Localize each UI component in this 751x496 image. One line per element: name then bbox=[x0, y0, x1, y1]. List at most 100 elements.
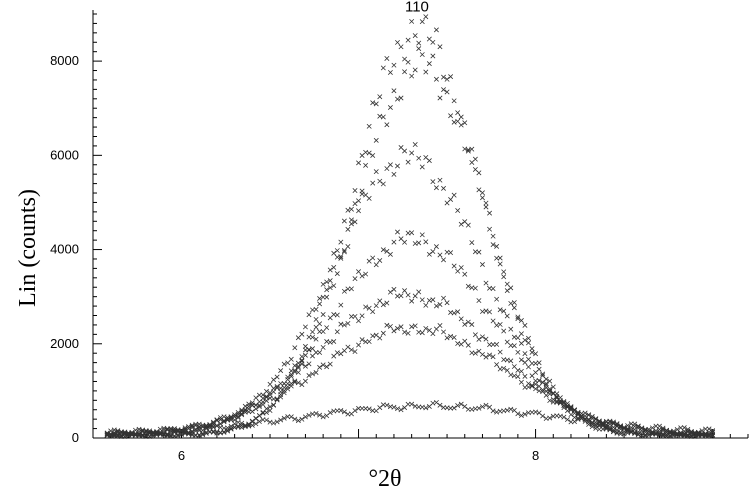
data-point bbox=[508, 406, 514, 412]
data-point bbox=[341, 249, 347, 255]
data-point bbox=[356, 198, 362, 204]
data-point bbox=[402, 69, 408, 75]
data-point bbox=[356, 342, 362, 348]
data-point bbox=[154, 428, 160, 434]
data-point bbox=[310, 329, 315, 335]
data-point bbox=[203, 426, 209, 432]
data-point bbox=[448, 250, 454, 256]
data-point bbox=[462, 338, 468, 344]
data-point bbox=[267, 419, 273, 425]
data-point bbox=[490, 242, 496, 248]
data-point bbox=[494, 296, 500, 302]
data-point bbox=[526, 340, 531, 346]
data-point bbox=[458, 401, 464, 407]
data-point bbox=[384, 55, 390, 61]
data-point bbox=[267, 404, 273, 410]
data-point bbox=[239, 420, 245, 426]
data-point bbox=[409, 73, 415, 79]
data-point bbox=[476, 187, 482, 193]
data-point bbox=[253, 406, 259, 412]
data-point bbox=[412, 33, 418, 39]
data-point bbox=[487, 309, 493, 315]
data-point bbox=[483, 204, 489, 210]
data-point bbox=[465, 283, 471, 289]
data-point bbox=[409, 324, 415, 330]
data-point bbox=[317, 321, 323, 327]
data-point bbox=[582, 410, 588, 416]
data-point bbox=[433, 244, 439, 250]
data-point bbox=[607, 419, 613, 425]
data-point bbox=[504, 313, 510, 319]
data-point bbox=[341, 409, 347, 415]
data-point bbox=[536, 360, 542, 366]
y-axis-label: Lin (counts) bbox=[15, 189, 41, 307]
data-point bbox=[387, 162, 393, 168]
data-point bbox=[635, 424, 641, 429]
data-point bbox=[256, 413, 262, 419]
data-point bbox=[437, 95, 443, 101]
data-point bbox=[239, 425, 245, 431]
data-point bbox=[380, 247, 386, 253]
data-point bbox=[228, 416, 234, 421]
data-point bbox=[441, 74, 446, 80]
data-point bbox=[366, 406, 372, 412]
data-point bbox=[384, 300, 390, 306]
data-point bbox=[341, 247, 347, 253]
data-point bbox=[533, 409, 539, 415]
data-point bbox=[508, 285, 514, 291]
data-point bbox=[348, 347, 354, 353]
data-point bbox=[292, 345, 298, 351]
data-point bbox=[133, 427, 138, 433]
data-point bbox=[334, 248, 340, 254]
data-point bbox=[441, 295, 446, 301]
data-point bbox=[363, 271, 369, 277]
data-point bbox=[295, 380, 301, 386]
x-axis-label: °2θ bbox=[368, 466, 401, 491]
data-point bbox=[313, 410, 319, 416]
data-point bbox=[253, 421, 259, 427]
data-point bbox=[564, 404, 570, 410]
y-tick-label: 2000 bbox=[50, 336, 79, 351]
data-point bbox=[391, 62, 397, 68]
data-point bbox=[338, 239, 344, 245]
data-point bbox=[469, 240, 475, 246]
data-point bbox=[366, 150, 372, 156]
data-point bbox=[451, 334, 457, 340]
data-point bbox=[338, 255, 344, 261]
data-point bbox=[320, 344, 326, 350]
data-point bbox=[479, 404, 485, 410]
data-point bbox=[455, 403, 461, 409]
data-point bbox=[664, 427, 670, 433]
data-point bbox=[451, 119, 457, 125]
data-point bbox=[639, 425, 645, 431]
data-point bbox=[419, 297, 425, 303]
data-point bbox=[221, 419, 227, 425]
data-point bbox=[703, 430, 708, 436]
data-point bbox=[515, 335, 521, 341]
data-point bbox=[320, 312, 326, 317]
data-point bbox=[104, 430, 110, 436]
data-point bbox=[462, 271, 468, 277]
data-point bbox=[306, 373, 312, 378]
data-point bbox=[501, 274, 507, 280]
data-point bbox=[635, 423, 641, 429]
data-point bbox=[412, 323, 418, 329]
data-point bbox=[281, 388, 287, 394]
data-point bbox=[497, 261, 503, 267]
data-point bbox=[614, 423, 620, 429]
data-point bbox=[352, 188, 358, 194]
data-point bbox=[674, 431, 680, 437]
data-point bbox=[331, 283, 337, 289]
data-point bbox=[302, 352, 308, 358]
data-point bbox=[462, 321, 468, 327]
data-point bbox=[441, 257, 446, 263]
data-point bbox=[356, 405, 362, 411]
data-point bbox=[642, 426, 648, 432]
data-point bbox=[235, 419, 241, 425]
data-point bbox=[327, 410, 333, 416]
data-point bbox=[384, 166, 390, 172]
data-point bbox=[674, 427, 680, 432]
data-point bbox=[699, 428, 705, 434]
data-point bbox=[278, 385, 284, 391]
